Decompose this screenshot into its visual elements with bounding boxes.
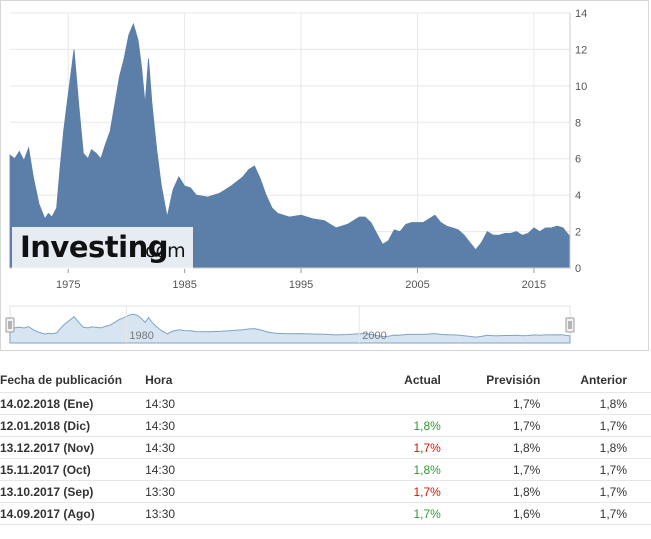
col-previous-header[interactable]: Anterior	[544, 368, 651, 393]
y-axis: 0 2 4 6 8 10 12 14	[569, 8, 587, 275]
col-actual-header[interactable]: Actual	[332, 368, 445, 393]
row-actual: 1,7%	[332, 502, 445, 525]
navigator-left-handle[interactable]	[5, 317, 15, 333]
col-date-header[interactable]: Fecha de publicación	[0, 368, 142, 393]
row-time: 14:30	[141, 414, 333, 437]
row-previous: 1,7%	[544, 414, 651, 437]
y-tick-label: 6	[575, 154, 581, 166]
y-tick-label: 10	[575, 81, 587, 93]
table-row: 12.01.2018 (Dic) 14:30 1,8% 1,7% 1,7%	[0, 414, 651, 437]
x-tick-label: 2005	[405, 279, 429, 291]
row-previous: 1,7%	[544, 458, 651, 481]
series-area	[9, 22, 571, 269]
y-tick-label: 4	[575, 190, 581, 202]
row-time: 13:30	[141, 480, 333, 503]
row-actual: 1,7%	[332, 436, 445, 459]
row-date: 14.09.2017 (Ago)	[0, 502, 142, 525]
navigator-series	[9, 313, 571, 344]
x-tick-label: 1985	[172, 279, 196, 291]
y-tick-label: 8	[575, 117, 581, 129]
y-tick-label: 14	[575, 8, 587, 20]
table-body: 14.02.2018 (Ene) 14:30 1,7% 1,8% 12.01.2018 …	[0, 392, 651, 525]
col-forecast-header[interactable]: Previsión	[444, 368, 545, 393]
table-row: 14.09.2017 (Ago) 13:30 1,7% 1,6% 1,7%	[0, 502, 651, 525]
row-previous: 1,7%	[544, 480, 651, 503]
inflation-chart: 0 2 4 6 8 10 12 14 1975 1985 1995 2005 2015 1980 200…	[5, 8, 587, 344]
row-actual: 1,8%	[332, 414, 445, 437]
plot-area	[9, 22, 571, 269]
row-forecast: 1,7%	[444, 392, 545, 415]
navigator-tick-label: 1980	[129, 330, 153, 342]
navigator-right-handle[interactable]	[565, 317, 575, 333]
row-time: 14:30	[141, 436, 333, 459]
y-tick-label: 2	[575, 227, 581, 239]
row-time: 14:30	[141, 458, 333, 481]
row-forecast: 1,8%	[444, 480, 545, 503]
table-row: 13.12.2017 (Nov) 14:30 1,7% 1,8% 1,8%	[0, 436, 651, 459]
row-date: 12.01.2018 (Dic)	[0, 414, 142, 437]
row-actual: 1,8%	[332, 458, 445, 481]
row-actual	[332, 392, 445, 415]
row-actual: 1,7%	[332, 480, 445, 503]
col-time-header[interactable]: Hora	[141, 368, 333, 393]
x-axis: 1975 1985 1995 2005 2015	[10, 267, 570, 291]
row-previous: 1,8%	[544, 436, 651, 459]
row-forecast: 1,7%	[444, 414, 545, 437]
investing-logo: Investing .com	[12, 227, 193, 269]
table-header-row: Fecha de publicación Hora Actual Previsi…	[0, 368, 651, 393]
navigator-tick-label: 2000	[362, 330, 386, 342]
logo-word: Investing	[20, 230, 168, 264]
table-row: 15.11.2017 (Oct) 14:30 1,8% 1,7% 1,7%	[0, 458, 651, 481]
releases-table: Fecha de publicación Hora Actual Previsi…	[0, 368, 651, 525]
table-row: 13.10.2017 (Sep) 13:30 1,7% 1,8% 1,7%	[0, 480, 651, 503]
navigator: 1980 2000	[5, 305, 575, 344]
x-tick-label: 2015	[522, 279, 546, 291]
row-date: 15.11.2017 (Oct)	[0, 458, 142, 481]
row-forecast: 1,8%	[444, 436, 545, 459]
row-time: 14:30	[141, 392, 333, 415]
x-tick-label: 1975	[56, 279, 80, 291]
row-date: 13.12.2017 (Nov)	[0, 436, 142, 459]
row-previous: 1,8%	[544, 392, 651, 415]
x-tick-label: 1995	[289, 279, 313, 291]
table-row: 14.02.2018 (Ene) 14:30 1,7% 1,8%	[0, 392, 651, 415]
y-tick-label: 12	[575, 44, 587, 56]
row-previous: 1,7%	[544, 502, 651, 525]
logo-tld: .com	[139, 240, 186, 262]
row-date: 13.10.2017 (Sep)	[0, 480, 142, 503]
row-date: 14.02.2018 (Ene)	[0, 392, 142, 415]
y-tick-label: 0	[575, 263, 581, 275]
row-time: 13:30	[141, 502, 333, 525]
row-forecast: 1,6%	[444, 502, 545, 525]
row-forecast: 1,7%	[444, 458, 545, 481]
